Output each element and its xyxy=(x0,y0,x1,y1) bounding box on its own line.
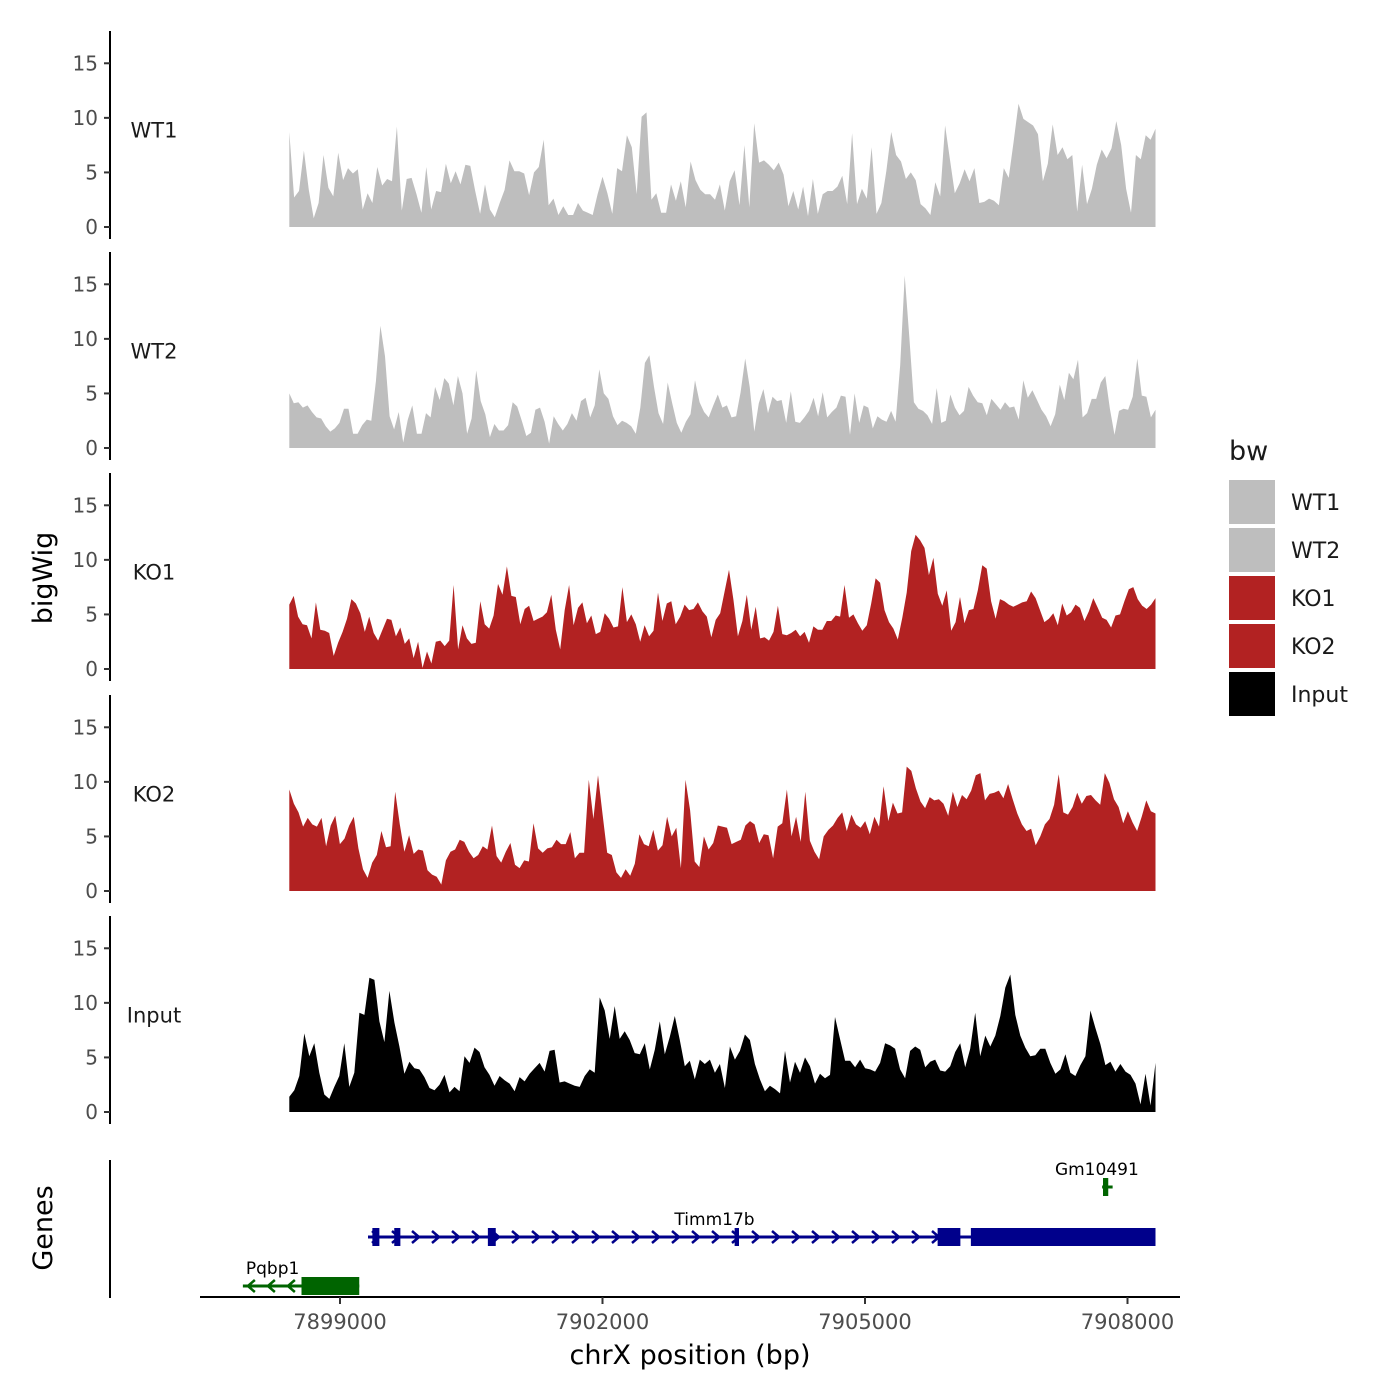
gene-label: Pqbp1 xyxy=(246,1259,299,1279)
coverage-area xyxy=(289,275,1156,448)
strand-chevron xyxy=(591,1230,601,1244)
strand-chevron xyxy=(871,1230,881,1244)
coverage-area xyxy=(289,103,1156,227)
legend-swatch xyxy=(1229,480,1275,524)
y-tick-label: 5 xyxy=(85,381,98,405)
coverage-area xyxy=(289,766,1156,891)
legend-label: KO1 xyxy=(1291,587,1336,612)
track-ko1: 0 5 10 15 KO1 xyxy=(73,473,1156,681)
strand-chevron xyxy=(531,1230,541,1244)
strand-chevron xyxy=(285,1279,296,1293)
strand-chevron xyxy=(771,1230,781,1244)
legend-title: bw xyxy=(1229,436,1268,467)
genes-panel: Timm17b Gm10491 Pqbp1 xyxy=(109,1160,1156,1298)
y-tick-label: 10 xyxy=(73,770,98,794)
exon-block xyxy=(734,1228,739,1246)
y-tick-label: 0 xyxy=(85,1100,98,1124)
y-tick-label: 15 xyxy=(73,936,98,960)
strand-chevron xyxy=(571,1230,581,1244)
coverage-area xyxy=(289,974,1156,1112)
x-tick-label: 7902000 xyxy=(556,1310,650,1334)
legend-label: WT2 xyxy=(1291,539,1340,564)
strand-chevron xyxy=(791,1230,801,1244)
x-axis: 7899000 7902000 7905000 7908000 xyxy=(200,1296,1180,1334)
exon-block xyxy=(487,1228,496,1246)
gene-pqbp1: Pqbp1 xyxy=(242,1259,360,1295)
track-label: WT1 xyxy=(131,119,178,143)
y-tick-label: 15 xyxy=(73,715,98,739)
x-axis-title: chrX position (bp) xyxy=(569,1340,810,1371)
strand-chevron xyxy=(691,1230,701,1244)
x-tick-label: 7899000 xyxy=(293,1310,387,1334)
y-tick-label: 10 xyxy=(73,327,98,351)
track-label: WT2 xyxy=(131,340,178,364)
genes-panel-title: Genes xyxy=(28,1185,59,1270)
y-tick-label: 0 xyxy=(85,436,98,460)
track-label: KO2 xyxy=(133,783,176,807)
y-axis-title: bigWig xyxy=(28,532,59,625)
strand-chevron xyxy=(245,1279,256,1293)
exon-block xyxy=(970,1228,1156,1246)
strand-chevron xyxy=(611,1230,621,1244)
legend-swatch xyxy=(1229,672,1275,716)
track-panels: 0 5 10 15 WT1 0 5 10 15 WT2 0 5 10 15 KO1 0 5 10 15 KO2 0 5 10… xyxy=(73,31,1156,1124)
track-ko2: 0 5 10 15 KO2 xyxy=(73,695,1156,903)
legend-swatch xyxy=(1229,528,1275,572)
track-wt2: 0 5 10 15 WT2 xyxy=(73,252,1156,460)
strand-chevron xyxy=(671,1230,681,1244)
exon-block xyxy=(301,1277,360,1295)
strand-chevron xyxy=(751,1230,761,1244)
strand-chevron xyxy=(851,1230,861,1244)
y-tick-label: 15 xyxy=(73,51,98,75)
exon-block xyxy=(937,1228,961,1246)
y-tick-label: 0 xyxy=(85,879,98,903)
y-tick-label: 10 xyxy=(73,106,98,130)
strand-chevron xyxy=(511,1230,521,1244)
strand-chevron xyxy=(411,1230,421,1244)
track-wt1: 0 5 10 15 WT1 xyxy=(73,31,1156,239)
gene-gm10491: Gm10491 xyxy=(1055,1160,1139,1196)
strand-chevron xyxy=(431,1230,441,1244)
y-tick-label: 15 xyxy=(73,493,98,517)
y-tick-label: 0 xyxy=(85,657,98,681)
x-tick-label: 7908000 xyxy=(1081,1310,1175,1334)
exon-block xyxy=(1103,1178,1109,1196)
strand-chevron xyxy=(911,1230,921,1244)
legend-label: Input xyxy=(1291,683,1348,708)
legend-label: WT1 xyxy=(1291,491,1340,516)
strand-chevron xyxy=(551,1230,561,1244)
y-tick-label: 5 xyxy=(85,602,98,626)
strand-chevron xyxy=(471,1230,481,1244)
strand-chevron xyxy=(831,1230,841,1244)
legend-label: KO2 xyxy=(1291,635,1336,660)
strand-chevron xyxy=(811,1230,821,1244)
y-tick-label: 5 xyxy=(85,160,98,184)
x-tick-label: 7905000 xyxy=(818,1310,912,1334)
coverage-area xyxy=(289,534,1156,669)
y-tick-label: 0 xyxy=(85,215,98,239)
y-tick-label: 5 xyxy=(85,824,98,848)
legend: WT1 WT2 KO1 KO2 Input xyxy=(1229,480,1348,716)
strand-chevron xyxy=(651,1230,661,1244)
strand-chevron xyxy=(631,1230,641,1244)
gene-timm17b: Timm17b xyxy=(368,1210,1156,1246)
track-label: Input xyxy=(127,1004,181,1028)
legend-swatch xyxy=(1229,576,1275,620)
y-tick-label: 5 xyxy=(85,1045,98,1069)
gene-label: Timm17b xyxy=(673,1210,754,1230)
y-tick-label: 10 xyxy=(73,991,98,1015)
strand-chevron xyxy=(711,1230,721,1244)
legend-swatch xyxy=(1229,624,1275,668)
track-label: KO1 xyxy=(133,561,176,585)
exon-block xyxy=(394,1228,401,1246)
strand-chevron xyxy=(891,1230,901,1244)
exon-block xyxy=(372,1228,380,1246)
strand-chevron xyxy=(451,1230,461,1244)
y-tick-label: 10 xyxy=(73,548,98,572)
gene-label: Gm10491 xyxy=(1055,1160,1139,1180)
track-input: 0 5 10 15 Input xyxy=(73,916,1156,1124)
strand-chevron xyxy=(265,1279,276,1293)
y-tick-label: 15 xyxy=(73,272,98,296)
